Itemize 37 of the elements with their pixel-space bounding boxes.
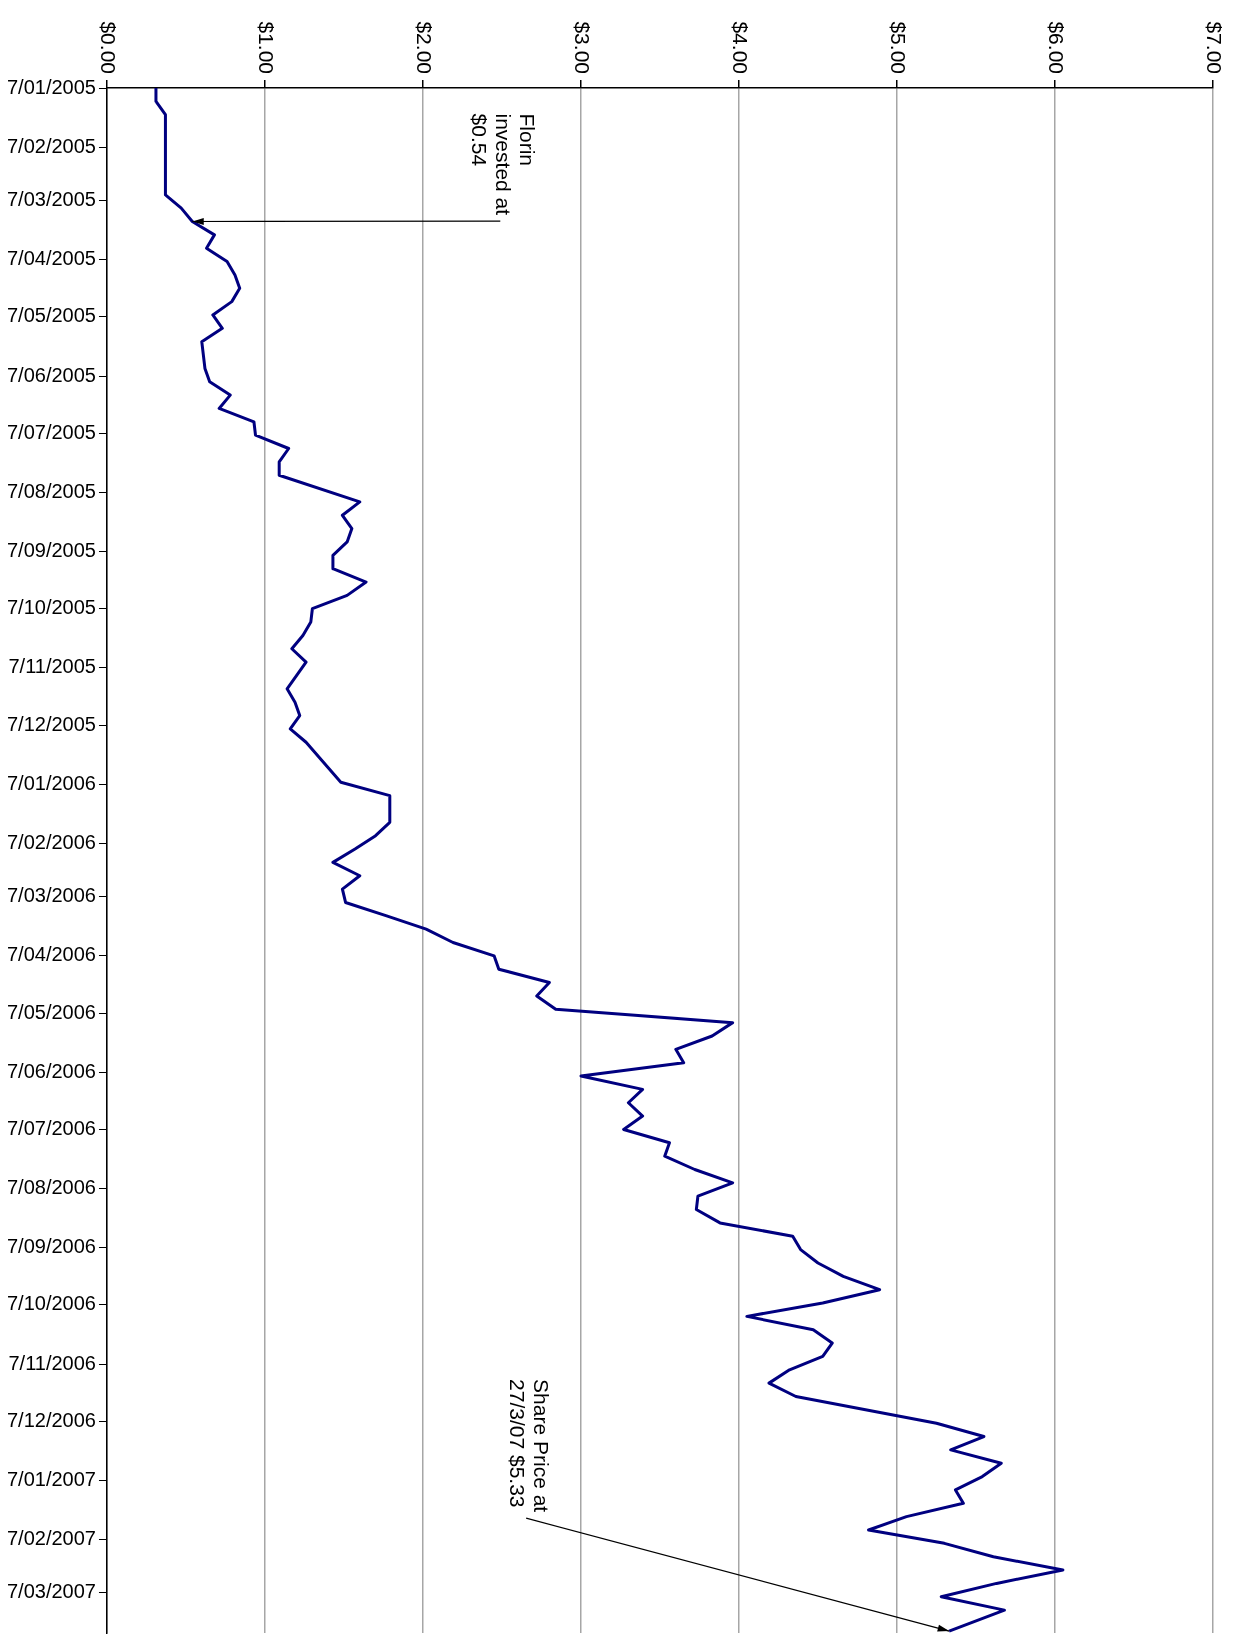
y-tick-label: 7/02/2005 [6,134,96,157]
y-tick-label: 7/10/2005 [6,596,96,619]
y-tick-label: 7/03/2007 [6,1580,96,1603]
x-tick-label: $5.00 [887,21,911,74]
y-tick-label: 7/10/2006 [6,1292,96,1315]
y-tick-label: 7/05/2005 [6,304,96,327]
y-tick-label: 7/02/2006 [6,830,96,853]
y-tick-label: 7/06/2005 [6,363,96,386]
x-tick-label: $6.00 [1045,21,1069,74]
y-tick-label: 7/01/2006 [6,771,96,794]
y-tick-label: 7/12/2006 [6,1408,96,1431]
y-tick-label: 7/02/2007 [6,1527,96,1550]
x-tick-label: $1.00 [255,21,279,74]
y-tick-label: 7/08/2006 [6,1176,96,1199]
annotation: Florin invested at $0.54 [468,113,539,216]
y-tick-label: 7/01/2007 [6,1467,96,1490]
y-tick-label: 7/12/2005 [6,712,96,735]
x-tick-label: $2.00 [413,21,437,74]
y-tick-label: 7/07/2006 [6,1116,96,1139]
x-tick-label: $7.00 [1203,21,1227,74]
y-tick-label: 7/03/2006 [6,884,96,907]
y-tick-label: 7/04/2005 [6,247,96,270]
y-tick-label: 7/06/2006 [6,1059,96,1082]
y-tick-label: 7/05/2006 [6,1000,96,1023]
y-tick-label: 7/07/2005 [6,420,96,443]
x-tick-label: $3.00 [571,21,595,74]
y-tick-label: 7/01/2005 [6,75,96,98]
x-tick-label: $0.00 [97,21,121,74]
y-tick-label: 7/04/2006 [6,943,96,966]
y-tick-label: 7/09/2006 [6,1235,96,1258]
y-tick-label: 7/11/2006 [8,1351,96,1374]
y-tick-label: 7/09/2005 [6,539,96,562]
annotation: Share Price at 27/3/07 $5.33 [505,1379,553,1513]
y-tick-label: 7/08/2005 [6,479,96,502]
y-tick-label: 7/03/2005 [6,188,96,211]
y-tick-label: 7/11/2005 [8,655,96,678]
x-tick-label: $4.00 [729,21,753,74]
